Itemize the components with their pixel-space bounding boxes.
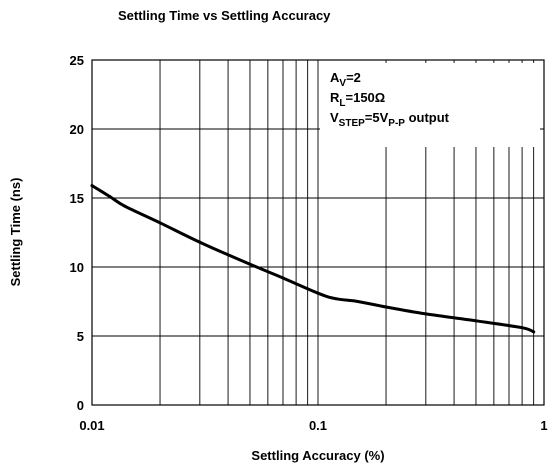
data-point	[316, 291, 320, 295]
data-point	[90, 184, 94, 188]
data-point	[520, 326, 524, 330]
x-tick-label: 0.01	[79, 418, 104, 433]
x-tick-labels: 0.01 0.1 1	[79, 418, 547, 433]
y-tick-label: 15	[70, 191, 84, 206]
conditions-box	[320, 63, 540, 147]
data-point	[123, 204, 127, 208]
plot-frame	[91, 59, 545, 406]
data-point	[532, 330, 536, 334]
data-point	[281, 276, 285, 280]
data-points	[90, 184, 536, 334]
condition-step: VSTEP=5VP-P output	[330, 110, 450, 129]
condition-load: RL=150Ω	[330, 90, 385, 109]
data-point	[334, 297, 338, 301]
y-tick-label: 25	[70, 53, 84, 68]
data-point	[108, 195, 112, 199]
data-point	[424, 312, 428, 316]
data-point	[248, 262, 252, 266]
data-point	[474, 319, 478, 323]
data-point	[158, 221, 162, 225]
y-tick-label: 5	[77, 329, 84, 344]
data-point	[198, 240, 202, 244]
data-point	[384, 305, 388, 309]
x-tick-label: 1	[540, 418, 547, 433]
y-tick-label: 20	[70, 122, 84, 137]
y-tick-label: 10	[70, 260, 84, 275]
x-axis-label: Settling Accuracy (%)	[251, 448, 384, 463]
condition-gain: AV=2	[330, 70, 361, 89]
y-axis-label: Settling Time (ns)	[8, 178, 23, 287]
series-line-settling-time	[90, 184, 536, 334]
y-tick-label: 0	[77, 398, 84, 413]
y-tick-labels: 0 5 10 15 20 25	[70, 53, 84, 413]
chart-title: Settling Time vs Settling Accuracy	[118, 8, 331, 23]
x-tick-label: 0.1	[309, 418, 327, 433]
data-point	[356, 300, 360, 303]
